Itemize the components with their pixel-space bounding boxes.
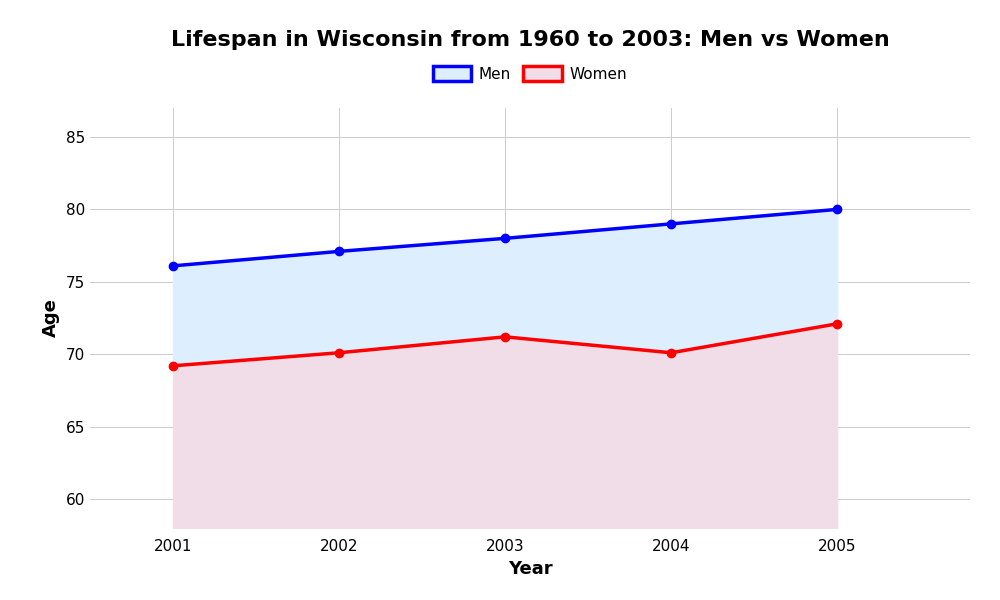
- Legend: Men, Women: Men, Women: [429, 61, 631, 86]
- Title: Lifespan in Wisconsin from 1960 to 2003: Men vs Women: Lifespan in Wisconsin from 1960 to 2003:…: [171, 29, 889, 49]
- X-axis label: Year: Year: [508, 560, 552, 578]
- Y-axis label: Age: Age: [42, 299, 60, 337]
